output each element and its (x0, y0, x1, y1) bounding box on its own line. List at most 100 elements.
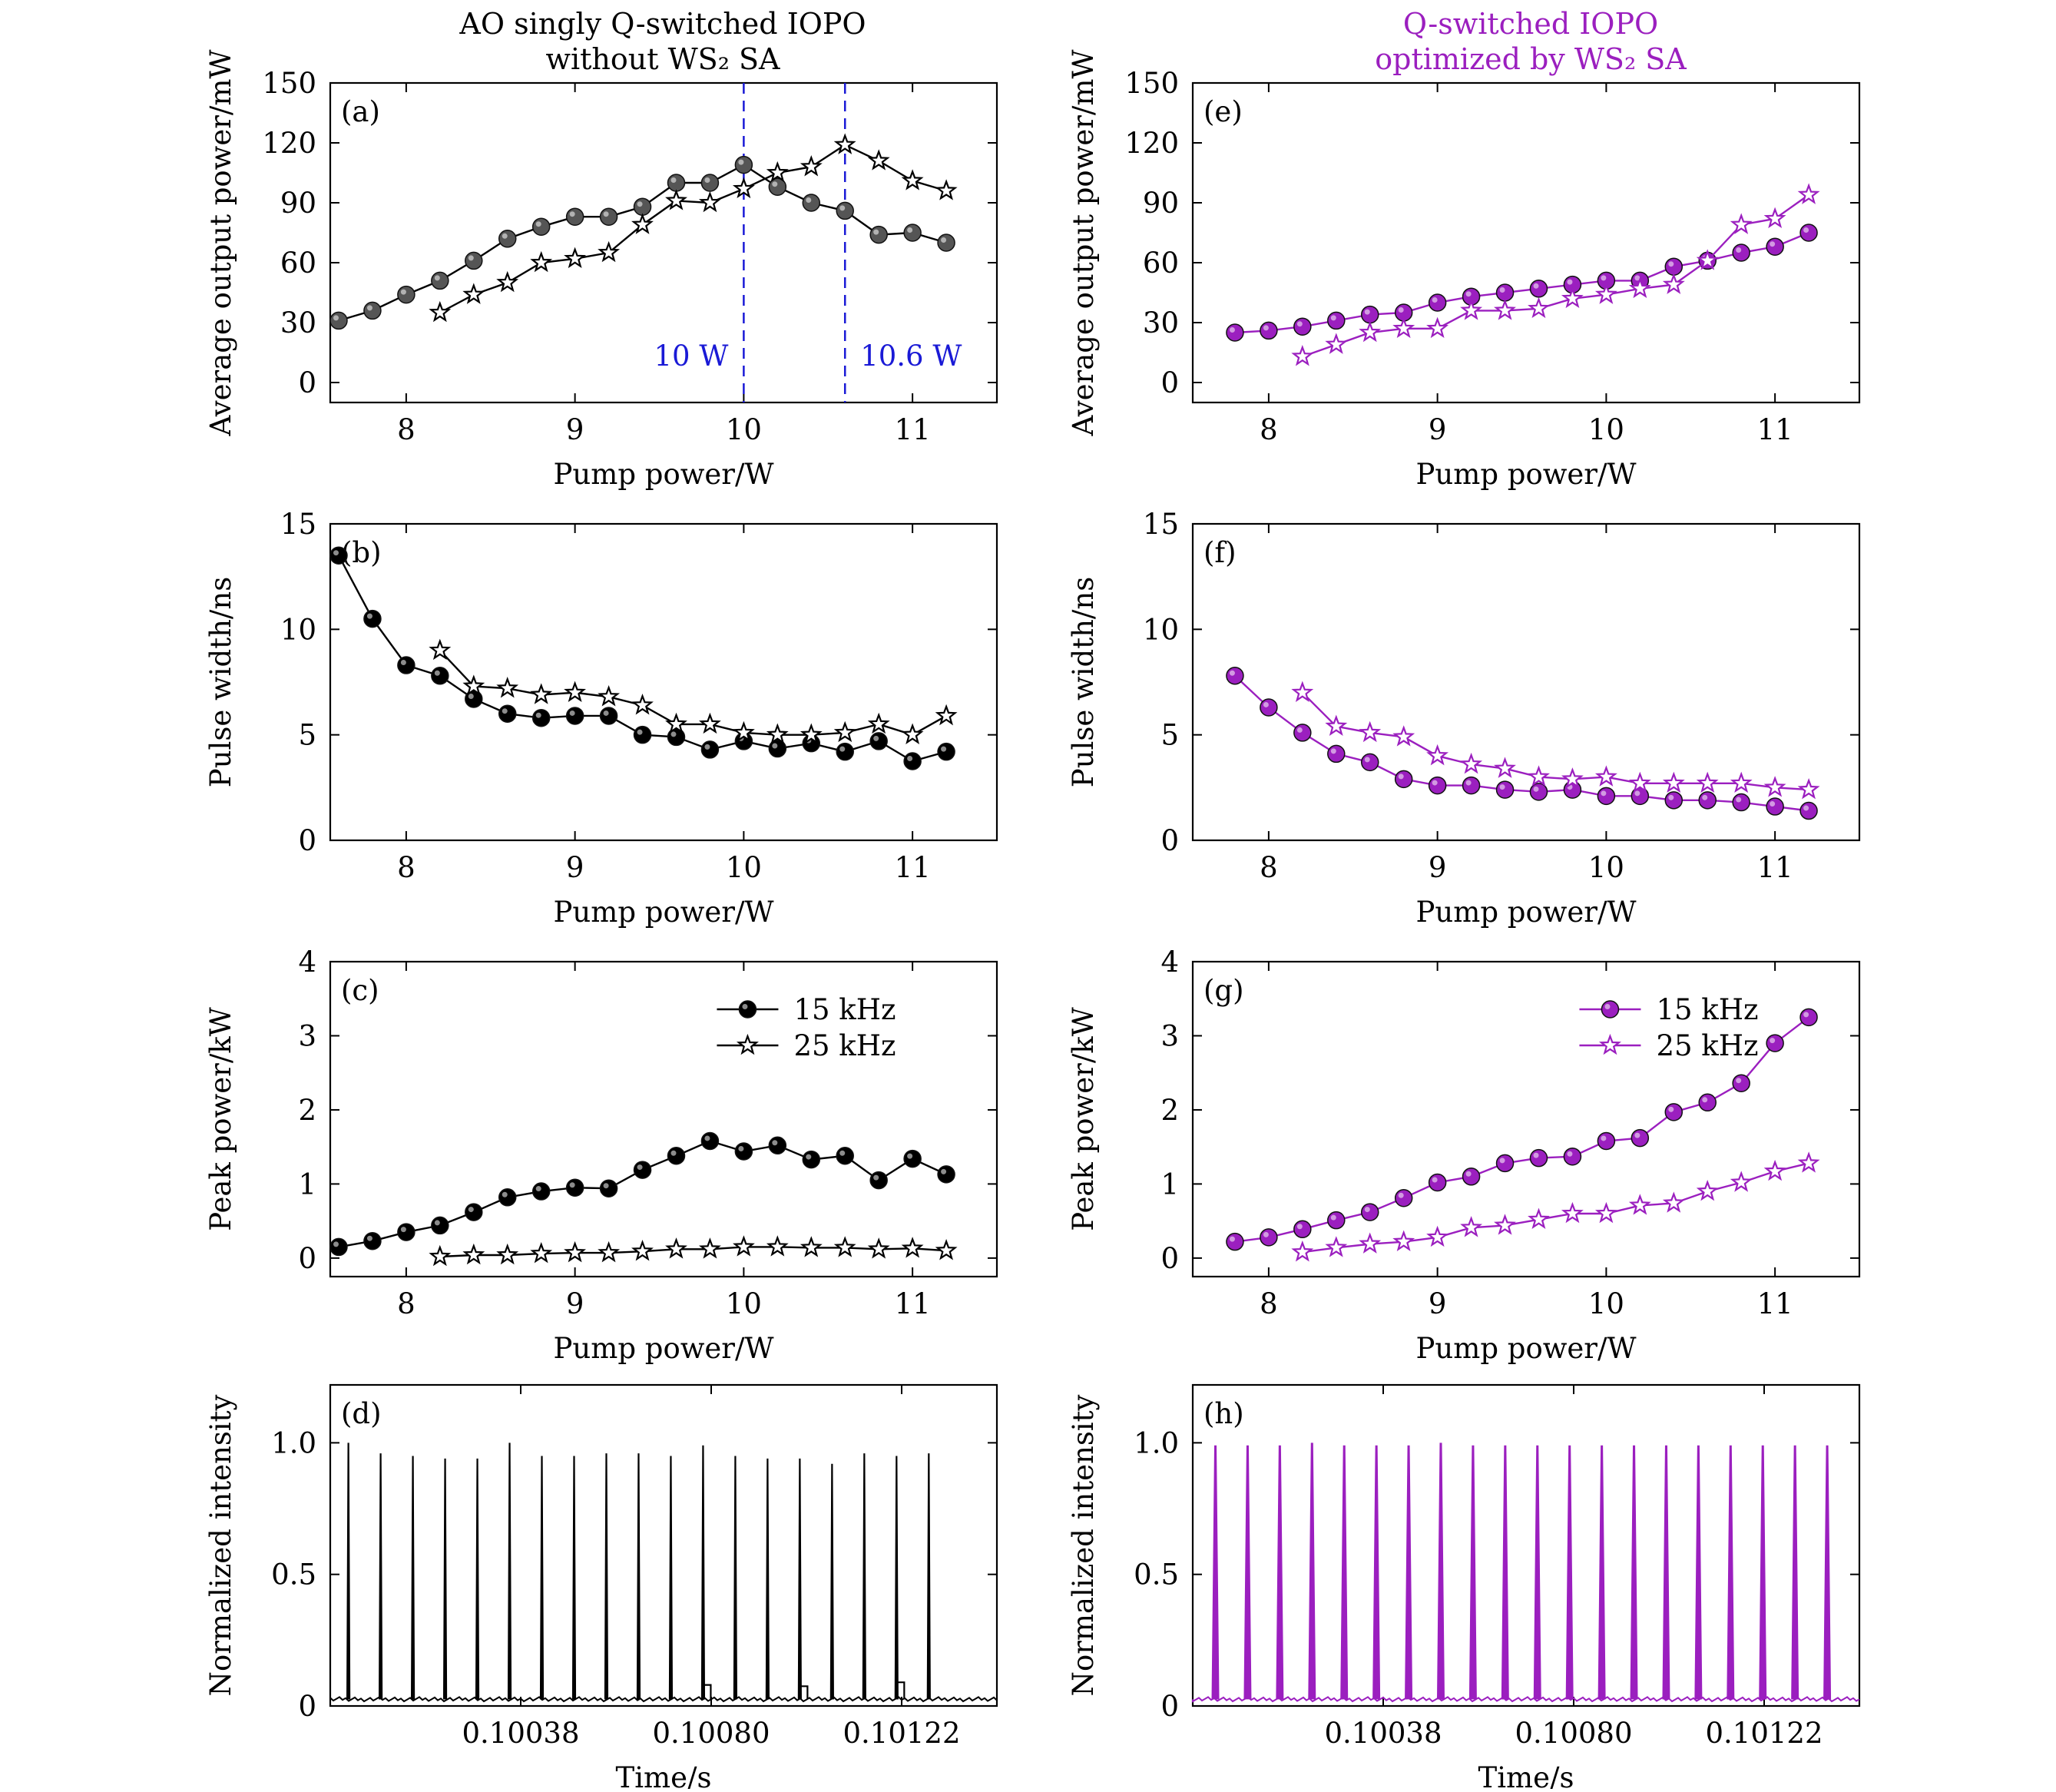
x-tick-label-d: 0.10122 (843, 1717, 960, 1750)
data-point-c-0-highlight (400, 1227, 406, 1233)
data-point-e-0 (1664, 257, 1684, 276)
data-point-f-1 (1494, 757, 1516, 778)
y-tick-label-e: 30 (1143, 306, 1179, 340)
data-point-b-0 (565, 707, 584, 725)
y-tick-label-e: 150 (1124, 67, 1179, 100)
data-point-b-0-highlight (603, 710, 609, 716)
data-point-b-0 (397, 656, 416, 674)
x-tick-label-d: 0.10080 (652, 1717, 770, 1750)
data-point-a-0 (565, 207, 584, 226)
data-point-b-1 (631, 694, 654, 715)
x-axis-label-f: Pump power/W (1416, 896, 1637, 929)
data-point-f-0-highlight (1736, 797, 1742, 803)
data-point-g-0-highlight (1533, 1152, 1539, 1158)
data-point-g-0-highlight (1364, 1207, 1370, 1213)
data-point-g-1 (1763, 1159, 1786, 1181)
data-point-e-0 (1766, 237, 1784, 256)
data-point-g-0-highlight (1736, 1078, 1742, 1084)
data-point-a-1 (598, 240, 621, 263)
x-axis-label-g: Pump power/W (1416, 1332, 1637, 1365)
x-tick-label-h: 0.10122 (1705, 1717, 1823, 1750)
y-tick-label-g: 3 (1160, 1019, 1179, 1052)
data-point-c-0-highlight (839, 1150, 846, 1156)
y-tick-label-a: 0 (298, 366, 316, 399)
data-point-f-0-highlight (1634, 790, 1640, 797)
data-point-f-1 (1528, 765, 1550, 787)
x-tick-label-g: 8 (1260, 1287, 1278, 1320)
data-point-b-0-highlight (873, 735, 879, 741)
data-point-a-0-highlight (569, 211, 575, 217)
legend-label-g: 15 kHz (1656, 993, 1758, 1026)
data-point-b-0 (431, 667, 449, 685)
panel-label-c: (c) (341, 974, 379, 1007)
pulse-d (829, 1463, 834, 1700)
data-point-a-0-highlight (333, 315, 339, 321)
data-point-a-0 (363, 301, 382, 320)
data-point-g-1 (1325, 1236, 1348, 1257)
data-point-g-0 (1597, 1131, 1616, 1151)
data-point-g-0 (1698, 1093, 1717, 1112)
data-point-c-1 (429, 1244, 452, 1267)
data-point-a-0-highlight (637, 201, 643, 207)
data-point-b-0 (903, 752, 922, 770)
x-tick-label-b: 9 (566, 851, 584, 884)
data-point-e-1 (1662, 273, 1685, 294)
data-point-f-0 (1495, 780, 1515, 799)
data-point-c-0 (836, 1147, 854, 1165)
series-line-f-1 (1301, 691, 1809, 791)
data-point-a-0 (465, 251, 483, 270)
data-point-f-0-highlight (1533, 786, 1539, 792)
x-axis-label-h: Time/s (1478, 1761, 1574, 1789)
y-tick-label-e: 0 (1160, 366, 1179, 399)
data-point-a-1 (766, 161, 789, 183)
data-point-e-1 (1797, 183, 1820, 204)
data-point-e-1 (1696, 249, 1719, 270)
data-point-e-1 (1561, 287, 1584, 309)
x-tick-label-g: 11 (1757, 1287, 1793, 1320)
y-tick-label-a: 60 (280, 247, 316, 280)
panel-b: 8 9 10 11 0 5 10 15 Pump power/W Pulse width/ns (b… (204, 508, 998, 929)
y-tick-label-g: 4 (1160, 946, 1179, 979)
data-point-f-1 (1763, 776, 1786, 797)
data-point-a-0-highlight (468, 255, 474, 261)
data-point-e-1 (1763, 207, 1786, 229)
data-point-c-0-highlight (907, 1153, 913, 1159)
baseline-noise-h (1192, 1696, 1860, 1703)
data-point-a-0-highlight (704, 177, 710, 183)
data-point-e-0 (1732, 243, 1750, 262)
data-point-c-1 (530, 1241, 553, 1264)
x-tick-label-b: 11 (895, 851, 931, 884)
y-tick-label-g: 2 (1160, 1094, 1179, 1127)
x-tick-label-a: 9 (566, 413, 584, 446)
pulse-d (442, 1458, 448, 1700)
data-point-g-1 (1528, 1207, 1550, 1229)
data-point-c-1 (800, 1236, 823, 1257)
data-point-g-1 (1662, 1191, 1685, 1213)
data-point-c-0 (734, 1142, 753, 1161)
plot-frame-g (1191, 960, 1861, 1278)
x-tick-label-c: 11 (895, 1287, 931, 1320)
data-point-e-1 (1359, 320, 1382, 343)
data-point-f-0 (1327, 744, 1346, 764)
data-point-a-0-highlight (434, 275, 440, 281)
data-point-g-0 (1529, 1148, 1548, 1168)
data-point-a-1 (496, 270, 519, 293)
x-tick-label-a: 10 (726, 413, 762, 446)
legend-label-c: 15 kHz (793, 993, 896, 1026)
y-tick-label-f: 10 (1143, 613, 1179, 646)
plot-frame-d (329, 1383, 998, 1708)
data-point-c-0 (633, 1161, 652, 1179)
x-tick-label-c: 9 (566, 1287, 584, 1320)
data-point-b-1 (766, 723, 789, 744)
panel-label-e: (e) (1203, 95, 1243, 128)
data-point-a-0 (431, 271, 449, 290)
data-point-b-0-highlight (333, 550, 339, 556)
data-point-a-0-highlight (670, 177, 677, 183)
data-point-b-0-highlight (535, 712, 541, 718)
y-tick-label-f: 0 (1160, 824, 1179, 857)
x-axis-label-b: Pump power/W (554, 896, 774, 929)
data-point-g-0 (1799, 1008, 1818, 1027)
data-point-b-0-highlight (941, 746, 947, 752)
data-point-f-0-highlight (1229, 670, 1235, 676)
